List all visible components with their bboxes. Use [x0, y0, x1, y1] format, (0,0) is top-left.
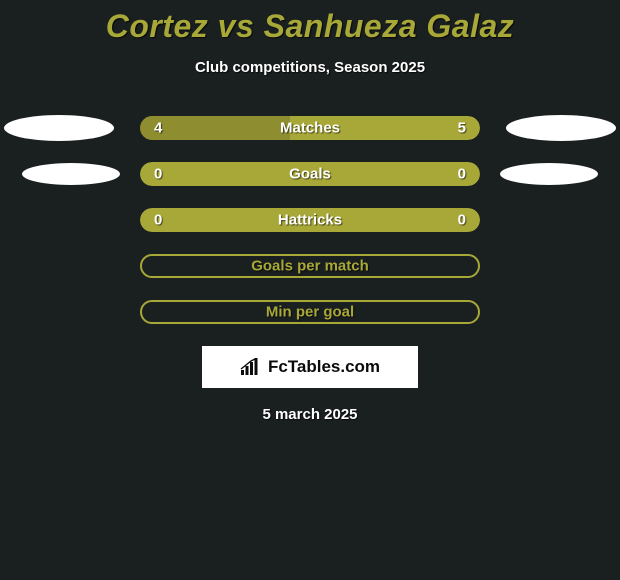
- stat-left-value: 0: [154, 212, 162, 229]
- player-avatar-right: [506, 115, 616, 141]
- footer-date: 5 march 2025: [0, 406, 620, 423]
- brand-text: FcTables.com: [268, 357, 380, 377]
- stats-list: 4 Matches 5 0 Goals 0 0 Hat: [0, 116, 620, 324]
- stat-label: Min per goal: [266, 304, 354, 321]
- bar-fill-left: [140, 116, 290, 140]
- stat-right-value: 0: [458, 166, 466, 183]
- brand-suffix: Tables.com: [288, 357, 380, 376]
- stat-row-goals-per-match: Goals per match: [0, 254, 620, 278]
- stat-bar-goals-per-match: Goals per match: [140, 254, 480, 278]
- player-avatar-left: [22, 163, 120, 185]
- page-subtitle: Club competitions, Season 2025: [0, 59, 620, 76]
- stat-bar-goals: 0 Goals 0: [140, 162, 480, 186]
- brand-badge: FcTables.com: [202, 346, 418, 388]
- stat-bar-hattricks: 0 Hattricks 0: [140, 208, 480, 232]
- stat-left-value: 4: [154, 120, 162, 137]
- stat-label: Goals: [289, 166, 331, 183]
- stat-row-min-per-goal: Min per goal: [0, 300, 620, 324]
- infographic-container: Cortez vs Sanhueza Galaz Club competitio…: [0, 0, 620, 580]
- stat-bar-min-per-goal: Min per goal: [140, 300, 480, 324]
- stat-right-value: 0: [458, 212, 466, 229]
- page-title: Cortez vs Sanhueza Galaz: [0, 0, 620, 45]
- stat-bar-matches: 4 Matches 5: [140, 116, 480, 140]
- stat-label: Goals per match: [251, 258, 369, 275]
- player-avatar-right: [500, 163, 598, 185]
- stat-row-hattricks: 0 Hattricks 0: [0, 208, 620, 232]
- brand-prefix: Fc: [268, 357, 288, 376]
- stat-row-matches: 4 Matches 5: [0, 116, 620, 140]
- stat-label: Hattricks: [278, 212, 342, 229]
- stat-row-goals: 0 Goals 0: [0, 162, 620, 186]
- player-avatar-left: [4, 115, 114, 141]
- stat-left-value: 0: [154, 166, 162, 183]
- stat-right-value: 5: [458, 120, 466, 137]
- bar-chart-icon: [240, 358, 260, 376]
- stat-label: Matches: [280, 120, 340, 137]
